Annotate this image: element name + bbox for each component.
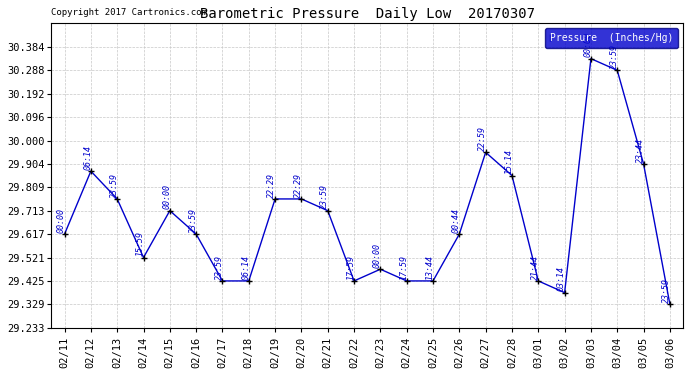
Text: 23:44: 23:44: [636, 138, 645, 163]
Legend: Pressure  (Inches/Hg): Pressure (Inches/Hg): [545, 28, 678, 48]
Text: 15:59: 15:59: [136, 231, 145, 256]
Text: 13:44: 13:44: [425, 255, 435, 280]
Text: 23:59: 23:59: [320, 184, 329, 209]
Text: 17:59: 17:59: [399, 255, 408, 280]
Text: 23:59: 23:59: [110, 173, 119, 198]
Text: 23:59: 23:59: [662, 278, 671, 303]
Text: 17:59: 17:59: [346, 255, 355, 280]
Text: Copyright 2017 Cartronics.com: Copyright 2017 Cartronics.com: [51, 8, 207, 17]
Text: 23:59: 23:59: [188, 208, 197, 233]
Text: 00:00: 00:00: [57, 208, 66, 233]
Text: 00:00: 00:00: [162, 184, 171, 209]
Text: 06:14: 06:14: [241, 255, 250, 280]
Text: 06:14: 06:14: [83, 145, 92, 170]
Text: 21:44: 21:44: [531, 255, 540, 280]
Text: 22:59: 22:59: [478, 126, 487, 151]
Text: 23:59: 23:59: [609, 44, 619, 69]
Title: Barometric Pressure  Daily Low  20170307: Barometric Pressure Daily Low 20170307: [199, 7, 535, 21]
Text: 00:44: 00:44: [452, 208, 461, 233]
Text: 00:00: 00:00: [373, 243, 382, 268]
Text: 22:29: 22:29: [268, 173, 277, 198]
Text: 03:14: 03:14: [557, 266, 566, 291]
Text: 23:59: 23:59: [215, 255, 224, 280]
Text: 22:29: 22:29: [294, 173, 303, 198]
Text: 00:00: 00:00: [583, 32, 592, 57]
Text: 15:14: 15:14: [504, 149, 513, 174]
